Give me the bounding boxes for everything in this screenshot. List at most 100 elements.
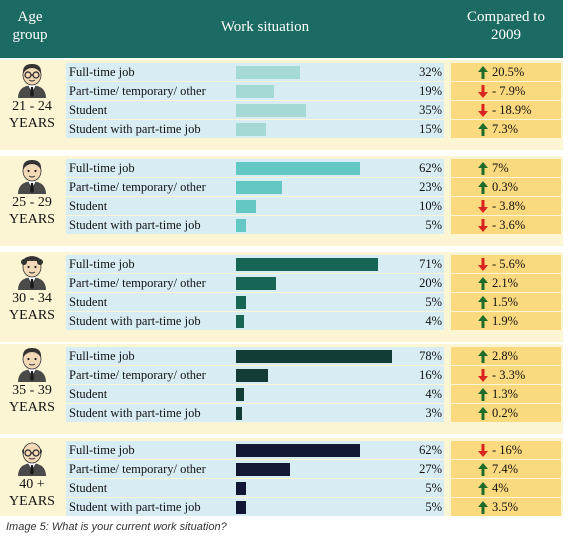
arrow-down-icon bbox=[478, 218, 488, 232]
arrow-up-icon bbox=[478, 481, 488, 495]
change-value: 2.8% bbox=[492, 349, 519, 363]
work-situation-label: Part-time/ temporary/ other bbox=[69, 180, 206, 194]
header-bar: Age group Work situation Compared to 200… bbox=[0, 0, 563, 58]
work-situation-label: Full-time job bbox=[69, 65, 135, 79]
data-bar bbox=[236, 257, 378, 271]
change-cell bbox=[451, 385, 561, 403]
age-range-label: 30 - 34 bbox=[12, 291, 52, 306]
data-bar bbox=[236, 218, 246, 232]
change-value: - 16% bbox=[492, 443, 523, 457]
change-value: 2.1% bbox=[492, 276, 519, 290]
work-situation-label: Student bbox=[69, 295, 108, 309]
data-bar bbox=[236, 103, 306, 117]
work-situation-label: Full-time job bbox=[69, 443, 135, 457]
work-situation-label: Student bbox=[69, 387, 108, 401]
data-bar bbox=[236, 368, 268, 382]
change-cell bbox=[451, 460, 561, 478]
person-curly-hair-icon bbox=[15, 254, 49, 290]
data-bar bbox=[236, 500, 246, 514]
data-bar bbox=[236, 180, 282, 194]
percent-label: 35% bbox=[419, 103, 442, 117]
arrow-down-icon bbox=[478, 84, 488, 98]
change-cell bbox=[451, 293, 561, 311]
change-value: 0.2% bbox=[492, 406, 519, 420]
person-suit-icon bbox=[15, 346, 49, 382]
change-cell bbox=[451, 197, 561, 215]
change-cell bbox=[451, 479, 561, 497]
change-cell bbox=[451, 347, 561, 365]
percent-label: 4% bbox=[425, 387, 442, 401]
work-situation-label: Part-time/ temporary/ other bbox=[69, 276, 206, 290]
change-cell bbox=[451, 82, 561, 100]
arrow-down-icon bbox=[478, 257, 488, 271]
work-situation-label: Full-time job bbox=[69, 349, 135, 363]
arrow-down-icon bbox=[478, 368, 488, 382]
change-cell bbox=[451, 312, 561, 330]
data-bar bbox=[236, 199, 256, 213]
arrow-up-icon bbox=[478, 406, 488, 420]
change-cell bbox=[451, 159, 561, 177]
age-group-cell: 30 - 34 YEARS bbox=[4, 254, 60, 324]
arrow-down-icon bbox=[478, 199, 488, 213]
change-value: - 5.6% bbox=[492, 257, 526, 271]
percent-label: 3% bbox=[425, 406, 442, 420]
row-band bbox=[66, 312, 444, 330]
change-value: 1.3% bbox=[492, 387, 519, 401]
percent-label: 20% bbox=[419, 276, 442, 290]
age-range-label: 35 - 39 bbox=[12, 383, 52, 398]
change-value: 1.5% bbox=[492, 295, 519, 309]
work-situation-label: Student with part-time job bbox=[69, 122, 201, 136]
work-situation-label: Student with part-time job bbox=[69, 406, 201, 420]
arrow-up-icon bbox=[478, 462, 488, 476]
data-bar bbox=[236, 349, 392, 363]
arrow-up-icon bbox=[478, 349, 488, 363]
percent-label: 71% bbox=[419, 257, 442, 271]
age-group-cell: 25 - 29 YEARS bbox=[4, 158, 60, 228]
percent-label: 5% bbox=[425, 481, 442, 495]
work-situation-label: Student bbox=[69, 481, 108, 495]
data-bar bbox=[236, 84, 274, 98]
arrow-up-icon bbox=[478, 295, 488, 309]
percent-label: 16% bbox=[419, 368, 442, 382]
age-years-label: YEARS bbox=[9, 494, 55, 509]
chart-caption: Image 5: What is your current work situa… bbox=[6, 521, 227, 533]
change-value: 7.4% bbox=[492, 462, 519, 476]
arrow-up-icon bbox=[478, 314, 488, 328]
work-situation-header: Work situation bbox=[220, 19, 310, 35]
data-bar bbox=[236, 443, 360, 457]
percent-label: 5% bbox=[425, 500, 442, 514]
change-cell bbox=[451, 178, 561, 196]
change-value: - 3.6% bbox=[492, 218, 526, 232]
change-value: - 7.9% bbox=[492, 84, 526, 98]
row-band bbox=[66, 404, 444, 422]
change-cell bbox=[451, 120, 561, 138]
age-range-label: 25 - 29 bbox=[12, 195, 52, 210]
change-value: 20.5% bbox=[492, 65, 525, 79]
percent-label: 62% bbox=[419, 443, 442, 457]
data-bar bbox=[236, 481, 246, 495]
arrow-up-icon bbox=[478, 180, 488, 194]
change-value: 4% bbox=[492, 481, 509, 495]
change-cell bbox=[451, 216, 561, 234]
data-bar bbox=[236, 387, 244, 401]
age-years-label: YEARS bbox=[9, 212, 55, 227]
change-cell bbox=[451, 274, 561, 292]
change-cell bbox=[451, 441, 561, 459]
data-bar bbox=[236, 276, 276, 290]
percent-label: 32% bbox=[419, 65, 442, 79]
percent-label: 78% bbox=[419, 349, 442, 363]
percent-label: 5% bbox=[425, 295, 442, 309]
arrow-down-icon bbox=[478, 103, 488, 117]
percent-label: 23% bbox=[419, 180, 442, 194]
age-years-label: YEARS bbox=[9, 308, 55, 323]
data-bar bbox=[236, 161, 360, 175]
work-situation-label: Full-time job bbox=[69, 257, 135, 271]
work-situation-label: Student bbox=[69, 199, 108, 213]
age-range-label: 21 - 24 bbox=[12, 99, 52, 114]
work-situation-label: Student with part-time job bbox=[69, 218, 201, 232]
row-band bbox=[66, 479, 444, 497]
age-years-label: YEARS bbox=[9, 400, 55, 415]
arrow-down-icon bbox=[478, 443, 488, 457]
age-range-label: 40 + bbox=[19, 477, 45, 492]
